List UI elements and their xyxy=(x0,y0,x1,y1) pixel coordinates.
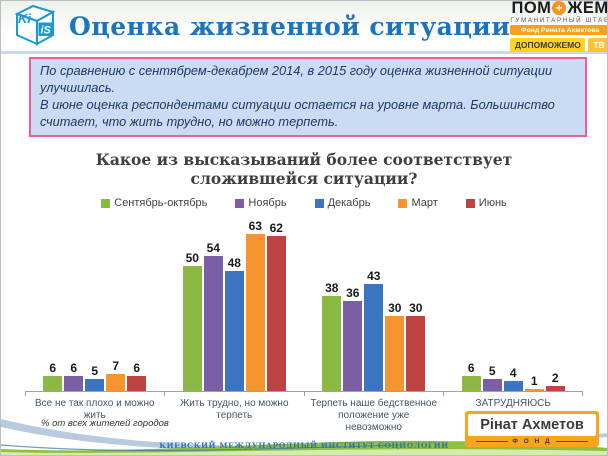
bar xyxy=(385,316,405,392)
category-label: Жить трудно, но можно терпеть xyxy=(179,398,289,422)
kiis-logo-icon: Ki iS xyxy=(14,4,56,46)
bar xyxy=(245,233,265,392)
legend-item: Март xyxy=(398,197,438,210)
institute-name: КИЕВСКИЙ МЕЖДУНАРОДНЫЙ ИНСТИТУТ СОЦИОЛОГ… xyxy=(159,441,449,450)
legend-label: Сентябрь-октябрь xyxy=(114,197,208,210)
legend-label: Март xyxy=(411,197,438,210)
bar-value-label: 6 xyxy=(70,361,78,376)
tv-badge: ТВ xyxy=(588,38,607,53)
legend-swatch xyxy=(235,198,245,208)
bar xyxy=(461,376,481,392)
akhmetov-fond-logo: Рінат Ахметов Ф О Н Д xyxy=(465,411,599,447)
bar-value-label: 30 xyxy=(388,301,402,316)
akhmetov-name: Рінат Ахметов xyxy=(468,414,596,436)
bar-value-label: 6 xyxy=(49,361,57,376)
svg-text:Ki: Ki xyxy=(18,11,31,26)
bar-value-label: 6 xyxy=(467,361,475,376)
legend-item: Сентябрь-октябрь xyxy=(101,197,207,209)
bar-value-label: 48 xyxy=(227,256,241,271)
bar-value-label: 5 xyxy=(488,363,496,378)
cross-circle-icon: + xyxy=(552,1,567,15)
bar xyxy=(545,386,565,392)
pomozhem-text-right: ЖЕМ xyxy=(567,0,608,17)
bar-value-label: 4 xyxy=(509,366,517,381)
legend-label: Ноябрь xyxy=(248,197,287,210)
x-axis-ticks xyxy=(25,392,583,397)
legend-swatch xyxy=(101,198,111,208)
bar-value-label: 5 xyxy=(91,363,99,378)
svg-text:iS: iS xyxy=(41,25,52,37)
bar-group: 50 54 48 63 62 xyxy=(165,218,305,392)
chart-title: Какое из высказываний более соответствуе… xyxy=(95,149,513,188)
legend-swatch xyxy=(465,198,475,208)
category-label: Терпеть наше бедственное положение уже н… xyxy=(310,398,438,434)
legend-label: Июнь xyxy=(478,197,507,210)
humanitarian-staff-label: ГУМАНИТАРНЫЙ ШТАБ xyxy=(510,17,608,25)
pomozhem-text-left: ПОМ xyxy=(511,0,552,17)
bar xyxy=(524,388,544,392)
dopomozhemo-badge: ДОПОМОЖЕМО xyxy=(510,38,586,53)
wave-decoration xyxy=(1,419,607,455)
summary-text-box: По сравнению с сентябрем-декабрем 2014, … xyxy=(29,57,587,137)
bar-value-label: 62 xyxy=(269,221,283,236)
bar xyxy=(266,236,286,392)
bar xyxy=(182,266,202,392)
category-label: Все не так плохо и можно жить xyxy=(34,398,155,422)
akhmetov-fond-label: Ф О Н Д xyxy=(468,438,596,445)
page-title: Оценка жизненной ситуации xyxy=(69,11,511,41)
bar xyxy=(364,283,384,392)
legend-item: Июнь xyxy=(465,197,507,210)
bar-value-label: 6 xyxy=(133,361,141,376)
bar-value-label: 63 xyxy=(248,218,262,233)
bar xyxy=(503,381,523,392)
bar-value-label: 1 xyxy=(530,373,538,388)
bar xyxy=(343,301,363,392)
chart-plot: 6 6 5 7 6 50 54 48 63 62 38 36 43 30 30 6 5 4 1 2 xyxy=(25,218,584,393)
pomozhem-wordmark: ПОМ + ЖЕМ xyxy=(510,0,608,17)
bar xyxy=(106,373,126,392)
bar xyxy=(406,316,426,392)
bar xyxy=(85,378,105,392)
legend-item: Ноябрь xyxy=(235,197,287,210)
bar xyxy=(203,256,223,392)
legend-swatch xyxy=(314,198,324,208)
bar-value-label: 30 xyxy=(409,301,423,316)
summary-line-2: В июне оценка респондентами ситуации ост… xyxy=(40,96,555,129)
bar-value-label: 54 xyxy=(206,241,220,256)
legend-label: Декабрь xyxy=(327,197,371,210)
bar xyxy=(64,376,84,392)
bar-value-label: 2 xyxy=(551,371,559,386)
chart-legend: Сентябрь-октябрь Ноябрь Декабрь Март Июнь xyxy=(1,197,607,209)
legend-swatch xyxy=(398,198,408,208)
bar-value-label: 38 xyxy=(325,281,339,296)
bar xyxy=(43,376,63,392)
summary-line-1: По сравнению с сентябрем-декабрем 2014, … xyxy=(40,63,553,95)
bar xyxy=(127,376,147,392)
bar-value-label: 7 xyxy=(112,358,120,373)
fond-strip-label: Фонд Рината Ахметова xyxy=(510,25,607,36)
bar xyxy=(322,296,342,392)
bar xyxy=(482,378,502,392)
slide-header: Ki iS Оценка жизненной ситуации ПОМ + ЖЕМ … xyxy=(1,1,607,54)
bar-value-label: 36 xyxy=(346,286,360,301)
bar-value-label: 43 xyxy=(367,268,381,283)
pomozhem-logo: ПОМ + ЖЕМ ГУМАНИТАРНЫЙ ШТАБ Фонд Рината Ах… xyxy=(510,0,608,53)
bar-value-label: 50 xyxy=(185,251,199,266)
legend-item: Декабрь xyxy=(314,197,371,210)
chart-footnote: % от всех жителей городов xyxy=(41,418,169,429)
bar-group: 38 36 43 30 30 xyxy=(304,268,444,392)
bar xyxy=(224,271,244,392)
